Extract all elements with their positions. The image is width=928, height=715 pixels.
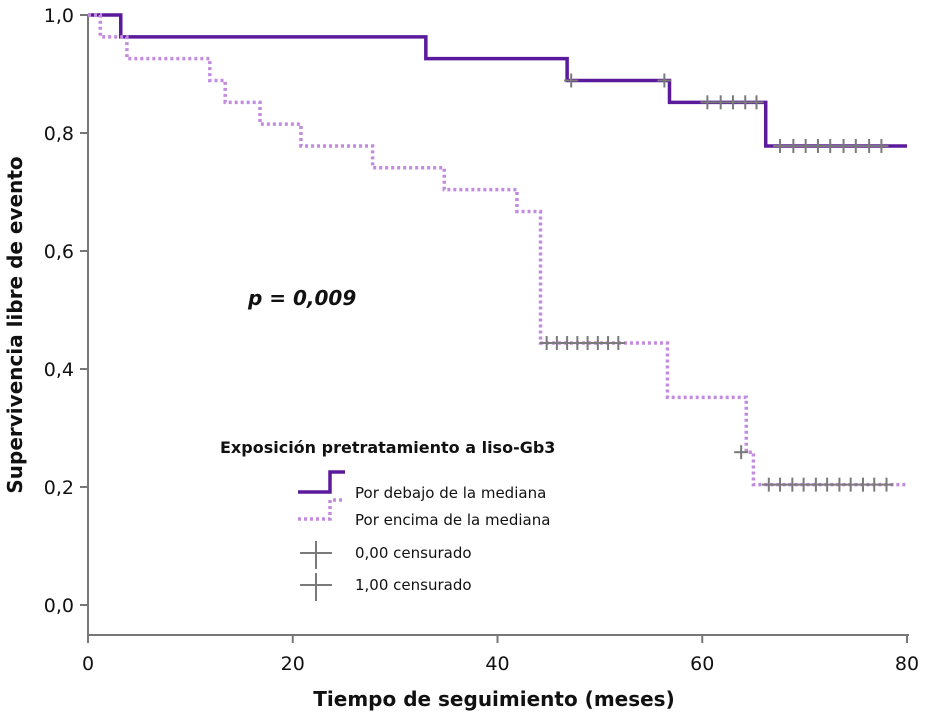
- censor-mark: [725, 95, 740, 110]
- legend-label-censor-0: 0,00 censurado: [355, 544, 472, 562]
- x-tick-label: 20: [281, 653, 305, 675]
- x-tick-label: 0: [82, 653, 94, 675]
- censor-mark: [773, 138, 788, 153]
- censor-mark: [843, 477, 858, 492]
- censor-mark: [810, 138, 825, 153]
- censor-mark: [836, 138, 851, 153]
- censor-mark: [862, 138, 877, 153]
- legend-label-below-median: Por debajo de la mediana: [355, 484, 546, 502]
- censor-mark: [874, 138, 889, 153]
- legend-swatch-above-median: [298, 498, 345, 521]
- legend-entry-below-median: Por debajo de la mediana: [298, 470, 546, 502]
- censor-mark: [879, 477, 894, 492]
- x-tick-label: 60: [690, 653, 714, 675]
- x-tick-label: 80: [895, 653, 919, 675]
- censor-mark: [796, 477, 811, 492]
- legend-label-above-median: Por encima de la mediana: [355, 511, 550, 529]
- y-axis-title: Supervivencia libre de evento: [3, 156, 27, 493]
- x-tick-label: 40: [485, 653, 509, 675]
- y-tick-label: 0,6: [44, 241, 74, 263]
- series-line-above-median: [88, 13, 907, 487]
- censor-mark: [564, 73, 579, 88]
- censor-mark: [749, 95, 764, 110]
- axes: [87, 15, 909, 636]
- censor-mark: [867, 477, 882, 492]
- y-tick-label: 0,0: [44, 595, 74, 617]
- censor-mark: [773, 477, 788, 492]
- legend-label-censor-1: 1,00 censurado: [355, 576, 472, 594]
- censor-mark: [848, 138, 863, 153]
- y-ticks: 0,0 0,2 0,4 0,6 0,8 1,0: [44, 5, 88, 617]
- censor-mark: [798, 138, 813, 153]
- y-tick-label: 0,4: [44, 359, 74, 381]
- legend-entry-censor-0: 0,00 censurado: [300, 541, 472, 569]
- censor-mark: [820, 477, 835, 492]
- y-tick-label: 0,8: [44, 123, 74, 145]
- x-ticks: 0 20 40 60 80: [82, 635, 919, 675]
- legend-swatch-below-median: [298, 470, 345, 494]
- censor-mark: [786, 138, 801, 153]
- legend-entry-above-median: Por encima de la mediana: [298, 498, 550, 529]
- legend: Exposición pretratamiento a liso-Gb3 Por…: [220, 438, 555, 601]
- series-layer: [88, 13, 907, 487]
- censor-mark: [734, 445, 749, 460]
- legend-entry-censor-1: 1,00 censurado: [300, 573, 472, 601]
- y-tick-label: 1,0: [44, 5, 74, 27]
- p-value-annotation: p = 0,009: [247, 286, 356, 310]
- censor-mark: [823, 138, 838, 153]
- x-axis-title: Tiempo de seguimiento (meses): [313, 687, 674, 711]
- y-tick-label: 0,2: [44, 477, 74, 499]
- series-line-below-median: [88, 13, 907, 148]
- censor-mark: [700, 95, 715, 110]
- censor-mark: [657, 73, 672, 88]
- legend-title: Exposición pretratamiento a liso-Gb3: [220, 438, 555, 457]
- censor-layer: [539, 73, 894, 492]
- censor-mark: [611, 336, 626, 351]
- censor-mark: [713, 95, 728, 110]
